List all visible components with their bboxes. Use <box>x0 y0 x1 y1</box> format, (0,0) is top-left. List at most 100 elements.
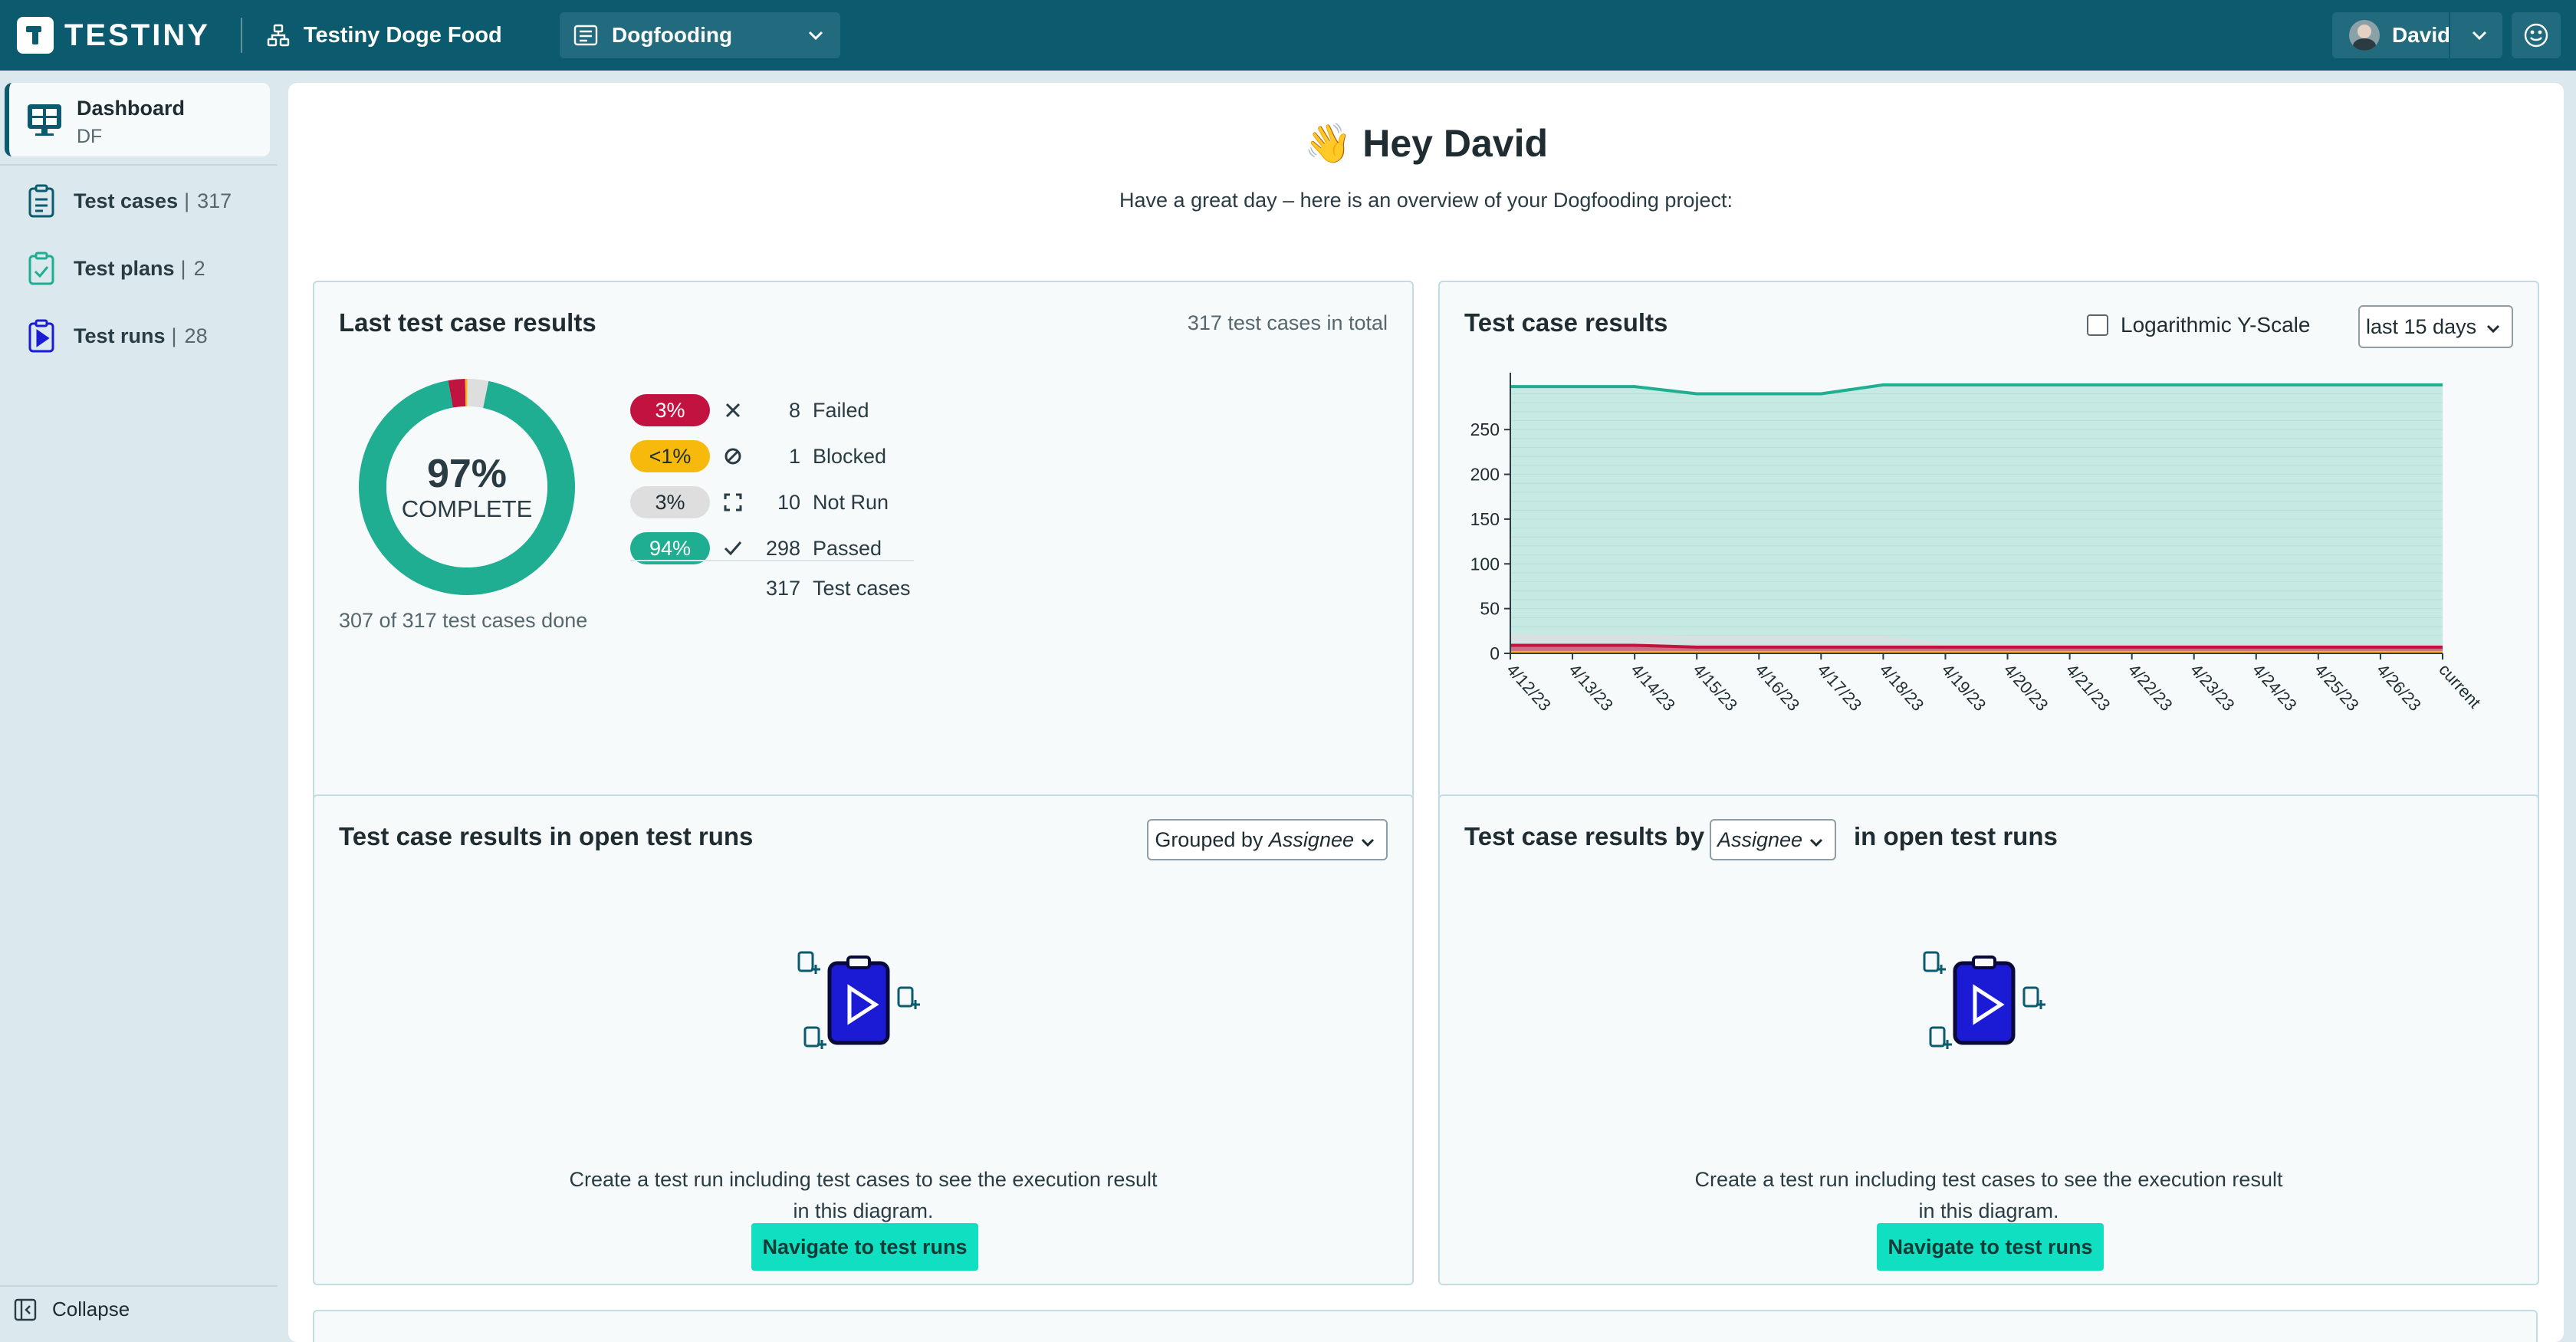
main-content: 👋 Hey David Have a great day – here is an… <box>288 83 2564 1342</box>
x-tick-label: 4/24/23 <box>2249 660 2301 715</box>
sidebar-item-count: 28 <box>184 324 208 347</box>
sidebar-item-count: 2 <box>193 256 205 280</box>
chevron-down-icon <box>2472 31 2487 41</box>
chevron-down-icon <box>808 31 823 41</box>
legend-label: Test cases <box>813 576 911 600</box>
results-area-chart: 0 50 100 150 200 250 4/12/23 4/13/23 4/14/23 4/15… <box>1470 373 2485 715</box>
clipboard-list-icon <box>28 184 54 218</box>
group-by-select[interactable]: Grouped by Assignee <box>1147 819 1388 860</box>
test-run-illustration-icon <box>797 951 920 1049</box>
collapse-sidebar-button[interactable]: Collapse <box>14 1298 130 1321</box>
y-tick-label: 250 <box>1470 419 1500 439</box>
x-tick-label: 4/23/23 <box>2187 660 2239 715</box>
date-range-value: last 15 days <box>2366 314 2477 338</box>
legend-count: 317 <box>765 576 800 600</box>
navigate-to-test-runs-button[interactable]: Navigate to test runs <box>751 1223 978 1271</box>
organization-icon <box>267 24 290 47</box>
legend-label: Failed <box>813 398 869 422</box>
x-tick-label: current <box>2435 660 2484 712</box>
open-runs-card: Test case results in open test runs Grou… <box>313 794 1414 1285</box>
legend-label: Not Run <box>813 490 889 514</box>
y-tick-label: 50 <box>1480 599 1500 619</box>
x-tick-label: 4/14/23 <box>1627 660 1679 715</box>
avatar <box>2349 20 2380 51</box>
empty-state-line1: Create a test run including test cases t… <box>569 1168 1158 1191</box>
legend-row-total: 317 Test cases <box>630 572 911 604</box>
legend-label: Blocked <box>813 444 887 468</box>
series-line <box>1510 634 2443 646</box>
clipboard-check-icon <box>28 252 54 285</box>
sidebar-item-test-cases[interactable]: Test cases | 317 <box>28 178 273 224</box>
x-tick-label: 4/26/23 <box>2373 660 2425 715</box>
organization-switcher[interactable]: Testiny Doge Food <box>267 23 502 48</box>
project-icon <box>573 25 598 46</box>
status-badge: 3% <box>630 394 710 426</box>
x-tick-label: 4/21/23 <box>2062 660 2114 715</box>
x-tick-label: 4/25/23 <box>2311 660 2363 715</box>
project-select[interactable]: Dogfooding <box>560 12 840 58</box>
empty-state-line2: in this diagram. <box>793 1199 934 1222</box>
top-divider <box>240 18 242 53</box>
series-line <box>1510 643 2443 649</box>
sidebar: Dashboard DF Test cases | 317 Test plans… <box>0 71 278 1342</box>
page-subtitle: Have a great day – here is an overview o… <box>1119 189 1733 212</box>
logo[interactable]: TESTINY <box>17 17 210 54</box>
x-tick-label: 4/20/23 <box>2000 660 2052 715</box>
sidebar-item-label: Dashboard <box>77 97 186 120</box>
blocked-icon <box>724 448 741 465</box>
top-bar: TESTINY Testiny Doge Food Dogfooding Dav… <box>0 0 2576 71</box>
dashboard-icon <box>28 104 61 136</box>
series-area <box>1510 384 2443 653</box>
group-by-value: Assignee <box>1268 827 1354 851</box>
card-title: Test case results in open test runs <box>339 822 754 850</box>
waving-hand-icon: 👋 <box>1303 122 1352 165</box>
chevron-down-icon <box>2486 324 2500 334</box>
completion-label: COMPLETE <box>401 495 533 522</box>
legend-row-blocked: <1% 1 Blocked <box>630 440 886 472</box>
sidebar-item-label: Test plans <box>74 256 175 280</box>
feedback-button[interactable] <box>2512 12 2561 58</box>
brand-name: TESTINY <box>64 18 210 52</box>
collapse-icon <box>14 1298 37 1321</box>
test-run-illustration-icon <box>1923 951 2045 1049</box>
x-tick-label: 4/16/23 <box>1752 660 1804 715</box>
chevron-down-icon <box>1810 838 1823 847</box>
legend-row-not-run: 3% 10 Not Run <box>630 486 889 518</box>
collapse-label: Collapse <box>52 1298 130 1321</box>
sidebar-item-label: Test runs <box>74 324 166 347</box>
organization-name: Testiny Doge Food <box>303 22 502 48</box>
x-tick-label: 4/18/23 <box>1876 660 1928 715</box>
user-name: David <box>2392 23 2451 47</box>
log-scale-label[interactable]: Logarithmic Y-Scale <box>2121 313 2311 337</box>
sidebar-item-test-runs[interactable]: Test runs | 28 <box>28 313 273 359</box>
x-tick-label: 4/12/23 <box>1503 660 1555 715</box>
donut-hole <box>386 406 547 567</box>
logo-icon <box>17 17 54 54</box>
log-scale-checkbox[interactable] <box>2087 314 2108 336</box>
sidebar-item-label: Test cases <box>74 189 179 212</box>
chevron-down-icon <box>1361 838 1375 847</box>
card-title-suffix: in open test runs <box>1854 822 2058 850</box>
assignee-select[interactable]: Assignee <box>1710 819 1837 860</box>
x-tick-label: 4/17/23 <box>1814 660 1866 715</box>
status-badge: 94% <box>630 532 710 564</box>
date-range-select[interactable]: last 15 days <box>2358 305 2513 348</box>
card-title-prefix: Test case results by <box>1464 822 1705 850</box>
sidebar-item-test-plans[interactable]: Test plans | 2 <box>28 245 273 291</box>
legend-row-passed: 94% 298 Passed <box>630 532 882 564</box>
results-chart-card: Test case results Logarithmic Y-Scale la… <box>1438 281 2539 853</box>
sidebar-item-dashboard[interactable]: Dashboard DF <box>5 83 270 156</box>
navigate-to-test-runs-button[interactable]: Navigate to test runs <box>1877 1223 2104 1271</box>
user-menu[interactable]: David <box>2332 12 2502 58</box>
sidebar-divider <box>0 1285 278 1287</box>
legend-count: 298 <box>765 536 800 560</box>
smiley-icon <box>2524 23 2548 48</box>
y-tick-label: 150 <box>1470 509 1500 529</box>
y-tick-label: 0 <box>1490 643 1500 663</box>
group-by-prefix: Grouped by <box>1155 827 1263 851</box>
project-name: Dogfooding <box>612 23 733 47</box>
sidebar-item-count: 317 <box>197 189 232 212</box>
empty-state-line1: Create a test run including test cases t… <box>1694 1168 2283 1191</box>
sidebar-divider <box>0 164 278 166</box>
donut-slice-failed <box>359 379 575 595</box>
